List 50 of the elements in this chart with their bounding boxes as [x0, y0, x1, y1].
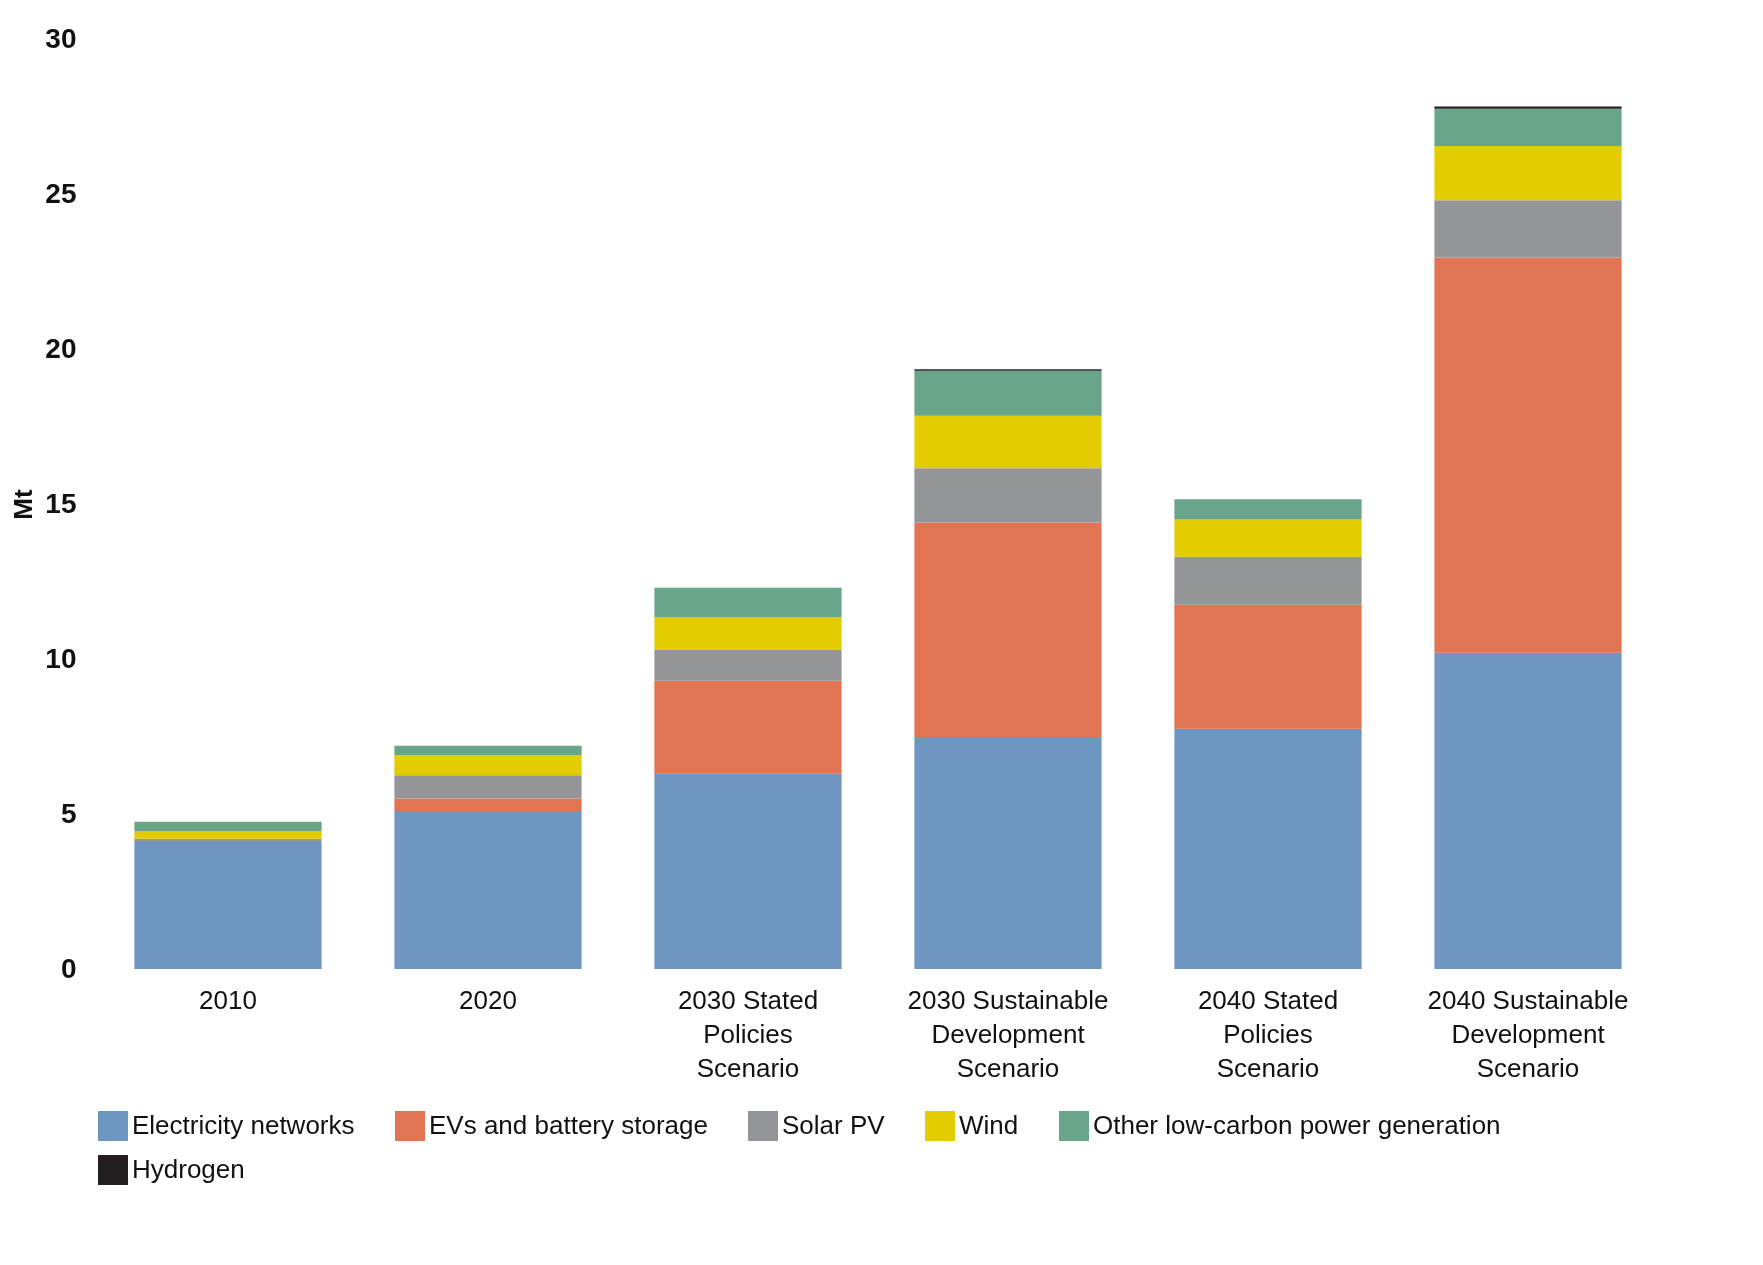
y-tick-label: 25: [45, 177, 77, 209]
bar: [394, 775, 582, 799]
legend-label: Electricity networks: [132, 1110, 355, 1140]
bar: [914, 738, 1102, 969]
legend-label: Solar PV: [782, 1110, 886, 1140]
y-tick-label: 15: [45, 487, 77, 519]
bar: [394, 798, 582, 811]
bar: [134, 838, 322, 842]
x-tick-label: 2010: [199, 984, 257, 1015]
bar: [914, 370, 1102, 416]
bar: [394, 755, 582, 776]
x-tick-label: 2020: [459, 984, 517, 1015]
bar: [1434, 257, 1622, 653]
bar: [1434, 106, 1622, 109]
legend-label: Wind: [959, 1110, 1019, 1140]
legend-label: EVs and battery storage: [429, 1110, 708, 1140]
bar: [654, 773, 842, 969]
legend-label: Hydrogen: [132, 1154, 245, 1184]
bar: [654, 649, 842, 681]
bar: [1174, 728, 1362, 969]
bar: [134, 841, 322, 969]
bar: [1434, 200, 1622, 258]
bar: [914, 522, 1102, 739]
bar: [654, 617, 842, 650]
bar: [1174, 556, 1362, 605]
bar: [1434, 108, 1622, 146]
bar: [1434, 145, 1622, 201]
x-tick-label: 2030 Sustainable Development Scenario: [907, 984, 1109, 1083]
bar: [134, 831, 322, 839]
bar: [1174, 604, 1362, 729]
bar: [134, 821, 322, 832]
bar: [1174, 499, 1362, 520]
bar: [654, 680, 842, 774]
y-axis-title: Mt: [8, 489, 39, 520]
x-tick-label: 2040 Sustainable Development Scenario: [1427, 984, 1629, 1083]
bar: [394, 745, 582, 756]
y-tick-label: 10: [45, 642, 77, 674]
x-tick-label: 2030 Stated Policies Scenario: [677, 984, 819, 1083]
y-tick-label: 30: [45, 22, 77, 54]
bar: [914, 415, 1102, 469]
x-tick-label: 2040 Stated Policies Scenario: [1197, 984, 1339, 1083]
bar: [1174, 519, 1362, 557]
bar: [1434, 652, 1622, 969]
legend-label: Other low-carbon power generation: [1093, 1110, 1501, 1140]
y-tick-label: 0: [60, 952, 77, 984]
y-tick-label: 20: [45, 332, 77, 364]
bar: [914, 468, 1102, 523]
bar: [654, 587, 842, 618]
bar: [394, 810, 582, 969]
y-tick-label: 5: [60, 797, 77, 829]
